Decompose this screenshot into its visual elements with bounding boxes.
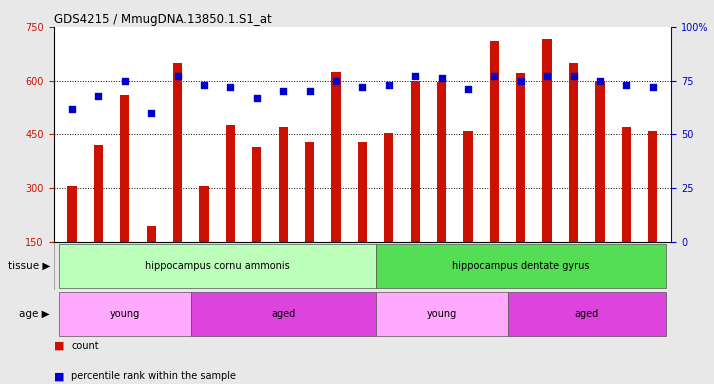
Point [198,82,210,88]
Text: young: young [426,309,457,319]
Point [515,78,526,84]
Bar [94,145,103,296]
Bar [226,126,235,296]
Point [225,84,236,90]
Point [93,93,104,99]
Point [568,73,579,79]
Bar [146,226,156,296]
Point [436,75,447,81]
Point [119,78,131,84]
Bar [437,83,446,296]
Bar [376,244,666,288]
Text: hippocampus dentate gyrus: hippocampus dentate gyrus [452,261,590,271]
Bar [622,127,631,296]
Bar [59,292,191,336]
Bar [543,40,552,296]
Point [146,110,157,116]
Point [541,73,553,79]
Point [304,88,316,94]
Bar [305,142,314,296]
Point [331,78,342,84]
Bar [252,147,261,296]
Point [488,73,500,79]
Bar [595,81,605,296]
Text: GDS4215 / MmugDNA.13850.1.S1_at: GDS4215 / MmugDNA.13850.1.S1_at [54,13,271,26]
Point [647,84,658,90]
Point [620,82,632,88]
Text: hippocampus cornu ammonis: hippocampus cornu ammonis [145,261,290,271]
Text: ■: ■ [54,371,64,381]
Text: count: count [71,341,99,351]
Text: percentile rank within the sample: percentile rank within the sample [71,371,236,381]
Bar [278,127,288,296]
Bar [331,72,341,296]
Bar [376,292,508,336]
Text: tissue ▶: tissue ▶ [8,261,50,271]
Text: age ▶: age ▶ [19,309,50,319]
Bar [54,242,671,290]
Bar [384,132,393,296]
Bar [358,142,367,296]
Bar [67,186,76,296]
Bar [648,131,658,296]
Point [462,86,473,92]
Bar [490,41,499,296]
Text: young: young [110,309,140,319]
Text: ■: ■ [54,341,64,351]
Bar [191,292,376,336]
Point [251,95,263,101]
Bar [569,63,578,296]
Bar [508,292,666,336]
Bar [463,131,473,296]
Point [66,106,78,112]
Bar [59,244,376,288]
Point [594,78,605,84]
Point [278,88,289,94]
Bar [516,73,526,296]
Bar [411,81,420,296]
Text: aged: aged [271,309,296,319]
Bar [120,95,129,296]
Point [356,84,368,90]
Bar [173,63,182,296]
Point [172,73,183,79]
Point [383,82,394,88]
Text: aged: aged [575,309,599,319]
Point [409,73,421,79]
Bar [199,186,208,296]
